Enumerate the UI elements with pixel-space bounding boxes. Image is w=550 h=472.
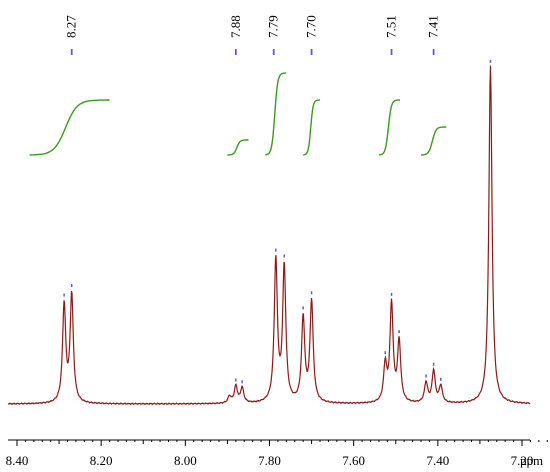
integral-curves-group bbox=[29, 72, 447, 156]
peak-labels-group: 8.27 7.88 7.79 7.70 7.51 7.41 bbox=[64, 15, 441, 55]
integral-curve bbox=[303, 99, 320, 156]
integral-curve bbox=[29, 99, 110, 156]
peak-label: 7.51 bbox=[384, 15, 399, 38]
spectrum-line bbox=[7, 65, 531, 406]
peak-label: 7.41 bbox=[426, 15, 441, 38]
x-tick-label: 7.60 bbox=[342, 453, 365, 468]
peak-label: 7.70 bbox=[304, 15, 319, 38]
peak-label: 8.27 bbox=[64, 15, 79, 38]
x-tick-label: 7.40 bbox=[426, 453, 449, 468]
x-tick-label: 7.20 bbox=[511, 453, 534, 468]
integral-curve bbox=[378, 99, 400, 156]
x-tick-label: 7.80 bbox=[258, 453, 281, 468]
integral-curve bbox=[265, 72, 287, 156]
integral-curve bbox=[227, 139, 249, 156]
spectrum-trace-group bbox=[7, 59, 531, 406]
x-tick-label: 8.00 bbox=[174, 453, 197, 468]
integral-curve bbox=[421, 126, 447, 156]
x-axis-label: ppm bbox=[520, 453, 543, 468]
x-tick-label: 8.40 bbox=[6, 453, 29, 468]
peak-label: 7.88 bbox=[228, 15, 243, 38]
x-tick-label: 8.20 bbox=[90, 453, 113, 468]
peak-label: 7.79 bbox=[266, 15, 281, 38]
x-axis: 8.40 8.20 8.00 7.80 7.60 7.40 7.20 bbox=[6, 439, 548, 468]
